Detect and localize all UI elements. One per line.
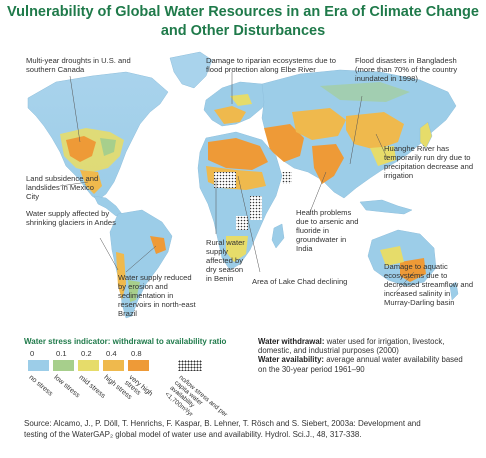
availability-label: Water availability: — [258, 355, 325, 365]
china-mid — [370, 146, 396, 166]
indonesia — [359, 199, 413, 215]
madagascar — [271, 223, 285, 249]
us-east-mid — [100, 138, 116, 156]
andes-stress — [116, 252, 126, 300]
legend-tick: 0 — [30, 349, 35, 358]
legend-swatch-mid-stress — [78, 360, 99, 371]
australia-mid — [380, 246, 404, 266]
map-title: Vulnerability of Global Water Resources … — [0, 3, 486, 41]
annotation-chad: Area of Lake Chad declining — [252, 277, 348, 286]
africa-dots-west — [214, 172, 236, 188]
legend-swatch-low-stress — [53, 360, 74, 371]
europe-mid — [230, 94, 252, 106]
leader-lines — [59, 72, 415, 293]
legend-category: no stress — [27, 374, 54, 398]
legend-swatch-no-stress — [28, 360, 49, 371]
annotation-us-droughts: Multi-year droughts in U.S. and southern… — [26, 56, 131, 74]
leader-andes — [99, 237, 119, 271]
southern-africa-stress — [226, 236, 248, 262]
availability-text: average annual water availability based … — [258, 355, 463, 374]
leader-health — [309, 171, 327, 213]
legend-swatch-very-high-stress — [128, 360, 149, 371]
leader-chad — [237, 175, 261, 273]
annotation-benin: Rural water supply affected by dry seaso… — [206, 238, 245, 283]
title-line-1: Vulnerability of Global Water Resources … — [7, 4, 479, 20]
india-stress — [312, 144, 344, 184]
leader-murray — [395, 271, 415, 293]
annotation-andes: Water supply affected by shrinking glaci… — [26, 209, 116, 227]
source-line-2: testing of the WaterGAP₂ global model of… — [24, 430, 362, 439]
africa-dots-south — [236, 216, 248, 230]
legend-tick: 0.2 — [81, 349, 92, 358]
middle-east-stress — [264, 124, 304, 162]
europe-stress — [214, 106, 246, 124]
central-asia-stress — [292, 108, 346, 140]
title-line-2: and Other Disturbances — [160, 23, 326, 39]
legend-tick: 0.8 — [131, 349, 142, 358]
africa — [197, 131, 283, 271]
water-stress-legend: Water stress indicator: withdrawal to av… — [24, 337, 264, 418]
legend-swatch-dotted — [178, 360, 202, 371]
annotation-elbe: Damage to riparian ecosystems due to flo… — [206, 56, 337, 74]
ne-brazil-stress — [150, 236, 166, 254]
leader-mexico — [59, 181, 89, 187]
legend-category: low stress — [52, 374, 81, 400]
availability-definition: Water availability: average annual water… — [258, 355, 473, 373]
withdrawal-definition: Water withdrawal: water used for irrigat… — [258, 337, 473, 355]
argentina-mid — [128, 280, 140, 302]
legend-swatch-high-stress — [103, 360, 124, 371]
new-zealand — [449, 281, 459, 301]
withdrawal-label: Water withdrawal: — [258, 337, 325, 346]
greenland — [169, 51, 213, 89]
legend-title: Water stress indicator: withdrawal to av… — [24, 337, 227, 346]
africa-dots-east — [250, 196, 262, 220]
leader-us — [69, 75, 81, 143]
annotation-brazil: Water supply reduced by erosion and sedi… — [118, 273, 196, 318]
north-africa-stress — [208, 138, 268, 170]
definitions-block: Water withdrawal: water used for irrigat… — [258, 337, 473, 374]
murray-darling-stress — [400, 258, 426, 282]
china-stress — [346, 112, 404, 150]
annotation-mexico: Land subsidence and landslides in Mexico… — [26, 174, 99, 201]
leader-huanghe — [375, 133, 389, 161]
siberia-low — [320, 82, 410, 102]
annotation-bangladesh: Flood disasters in Bangladesh (more than… — [355, 56, 458, 83]
leader-brazil — [125, 245, 157, 273]
withdrawal-text: water used for irrigation, livestock, do… — [258, 337, 445, 356]
annotation-murray: Damage to aquatic ecosystems due to decr… — [384, 262, 474, 307]
japan — [419, 121, 433, 149]
asia-dots — [282, 172, 292, 184]
leader-bangladesh — [349, 95, 363, 165]
legend-tick: 0.1 — [56, 349, 67, 358]
annotation-health: Health problems due to arsenic and fluor… — [296, 208, 359, 253]
source-citation: Source: Alcamo, J., P. Döll, T. Henrichs… — [24, 418, 474, 440]
source-line-1: Source: Alcamo, J., P. Döll, T. Henrichs… — [24, 419, 421, 428]
us-high-stress — [66, 136, 96, 162]
mexico-zone — [80, 170, 102, 194]
annotation-huanghe: Huanghe River has temporarily run dry du… — [384, 144, 474, 180]
legend-tick: 0.4 — [106, 349, 117, 358]
